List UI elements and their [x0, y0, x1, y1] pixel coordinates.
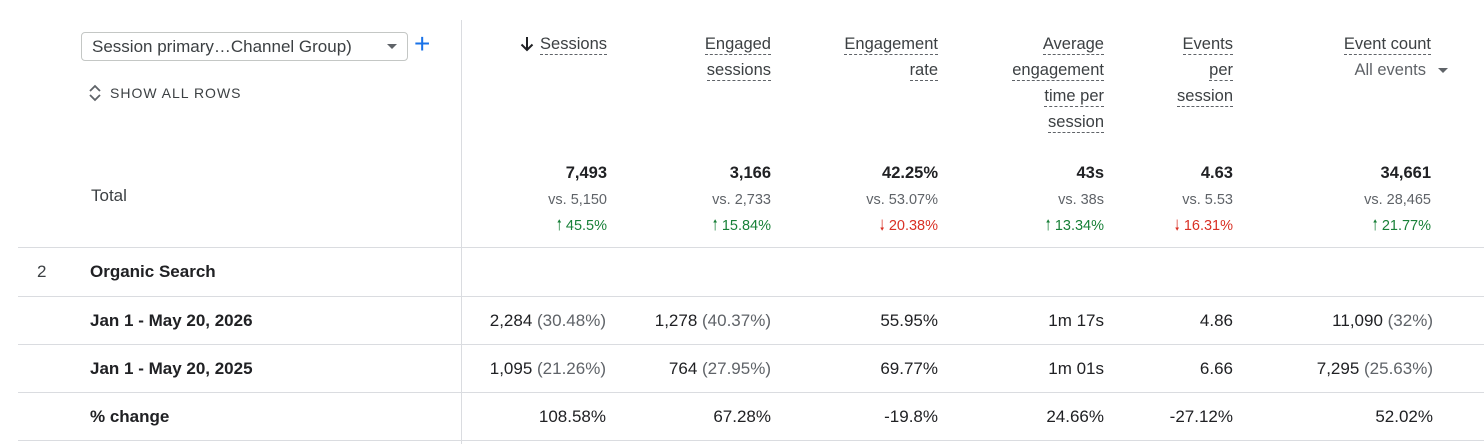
total-engaged-sessions: 3,166 vs. 2,733 🠑 15.84%: [650, 162, 771, 238]
row-label: % change: [90, 407, 170, 426]
cell-average-engagement-time: 24.66%: [1046, 407, 1104, 426]
column-header-label: Engaged: [704, 35, 771, 55]
total-value: 43s: [1076, 164, 1104, 182]
total-change: 🠓 16.31%: [1174, 218, 1233, 234]
group-name: Organic Search: [90, 262, 216, 281]
total-change: 🠑 13.34%: [1045, 218, 1104, 234]
cell-average-engagement-time: 1m 17s: [1048, 311, 1104, 330]
column-header-events-per-session[interactable]: Events per session: [1140, 31, 1233, 109]
total-value: 42.25%: [882, 164, 938, 182]
total-comparison: vs. 38s: [1058, 192, 1104, 208]
total-comparison: vs. 53.07%: [866, 192, 938, 208]
total-value: 34,661: [1380, 164, 1431, 182]
caret-down-icon: [1438, 67, 1448, 73]
total-value: 3,166: [729, 164, 771, 182]
total-change: 🠑 21.77%: [1372, 218, 1431, 234]
column-header-engagement-rate[interactable]: Engagement rate: [810, 31, 938, 83]
table-row: Jan 1 - May 20, 2026 2,284 (30.48%) 1,27…: [0, 297, 1484, 345]
dimension-column-divider: [461, 20, 462, 444]
arrow-down-icon: 🠓: [879, 218, 889, 234]
sort-descending-icon: [520, 37, 534, 52]
total-event-count: 34,661 vs. 28,465 🠑 21.77%: [1280, 162, 1431, 238]
row-index: 2: [37, 262, 47, 281]
total-engagement-rate: 42.25% vs. 53.07% 🠓 20.38%: [810, 162, 938, 238]
total-sessions: 7,493 vs. 5,150 🠑 45.5%: [490, 162, 607, 238]
cell-engagement-rate: 55.95%: [880, 311, 938, 330]
event-filter-label: All events: [1354, 61, 1426, 79]
show-all-rows-label: SHOW ALL ROWS: [110, 85, 242, 101]
column-header-label: Average: [1042, 35, 1104, 55]
column-header-label: time per: [1044, 87, 1104, 107]
total-change: 🠑 15.84%: [712, 218, 771, 234]
group-row: 2 Organic Search: [0, 248, 1484, 296]
cell-events-per-session: 4.86: [1199, 311, 1233, 330]
arrow-up-icon: 🠑: [556, 218, 566, 234]
cell-event-count: 7,295 (25.63%): [1316, 359, 1433, 378]
arrow-up-icon: 🠑: [1045, 218, 1055, 234]
cell-sessions: 108.58%: [538, 407, 606, 426]
column-header-label: engagement: [1012, 61, 1104, 81]
column-header-label: rate: [909, 61, 938, 81]
column-header-engaged-sessions[interactable]: Engaged sessions: [650, 31, 771, 83]
cell-engaged-sessions: 764 (27.95%): [668, 359, 771, 378]
cell-events-per-session: -27.12%: [1169, 407, 1233, 426]
arrow-up-icon: 🠑: [712, 218, 722, 234]
cell-events-per-session: 6.66: [1199, 359, 1233, 378]
column-header-label: session: [1048, 113, 1104, 133]
cell-sessions: 1,095 (21.26%): [489, 359, 606, 378]
column-header-label: Event count: [1343, 35, 1431, 55]
cell-engaged-sessions: 1,278 (40.37%): [654, 311, 771, 330]
column-header-label: Engagement: [844, 35, 938, 55]
table-row: % change 108.58% 67.28% -19.8% 24.66% -2…: [0, 393, 1484, 441]
cell-event-count: 52.02%: [1375, 407, 1433, 426]
total-change: 🠓 20.38%: [879, 218, 938, 234]
dimension-dropdown[interactable]: Session primary…Channel Group): [81, 32, 408, 61]
column-header-label: Sessions: [540, 35, 607, 55]
add-dimension-button[interactable]: +: [414, 28, 431, 59]
total-comparison: vs. 5,150: [548, 192, 607, 208]
cell-engagement-rate: -19.8%: [884, 407, 938, 426]
cell-event-count: 11,090 (32%): [1332, 311, 1433, 330]
column-header-label: sessions: [706, 61, 771, 81]
show-all-rows-button[interactable]: SHOW ALL ROWS: [89, 84, 242, 102]
arrow-up-icon: 🠑: [1372, 218, 1382, 234]
total-average-engagement-time: 43s vs. 38s 🠑 13.34%: [980, 162, 1104, 238]
divider-row-2: [18, 392, 1484, 393]
row-label: Jan 1 - May 20, 2025: [90, 359, 253, 378]
arrow-down-icon: 🠓: [1174, 218, 1184, 234]
column-header-sessions[interactable]: Sessions: [490, 31, 607, 57]
total-label: Total: [91, 186, 127, 205]
total-comparison: vs. 28,465: [1364, 192, 1431, 208]
column-header-average-engagement-time[interactable]: Average engagement time per session: [980, 31, 1104, 135]
total-change: 🠑 45.5%: [556, 218, 607, 234]
total-comparison: vs. 5.53: [1182, 192, 1233, 208]
cell-average-engagement-time: 1m 01s: [1048, 359, 1104, 378]
column-header-event-count[interactable]: Event count All events: [1280, 31, 1448, 83]
column-header-label: per: [1209, 61, 1233, 81]
divider-row-1: [18, 344, 1484, 345]
total-events-per-session: 4.63 vs. 5.53 🠓 16.31%: [1140, 162, 1233, 238]
cell-sessions: 2,284 (30.48%): [489, 311, 606, 330]
total-value: 7,493: [565, 164, 607, 182]
event-filter-dropdown[interactable]: All events: [1280, 57, 1466, 83]
divider-group: [18, 296, 1484, 297]
cell-engagement-rate: 69.77%: [880, 359, 938, 378]
cell-engaged-sessions: 67.28%: [713, 407, 771, 426]
row-label: Jan 1 - May 20, 2026: [90, 311, 253, 330]
column-header-label: session: [1177, 87, 1233, 107]
dimension-dropdown-label: Session primary…Channel Group): [92, 36, 352, 56]
table-row: Jan 1 - May 20, 2025 1,095 (21.26%) 764 …: [0, 345, 1484, 393]
unfold-more-icon: [89, 84, 101, 102]
divider-total: [18, 247, 1484, 248]
total-comparison: vs. 2,733: [712, 192, 771, 208]
total-value: 4.63: [1200, 164, 1233, 182]
divider-row-3: [18, 440, 1484, 441]
caret-down-icon: [387, 44, 397, 49]
column-header-label: Events: [1182, 35, 1233, 55]
